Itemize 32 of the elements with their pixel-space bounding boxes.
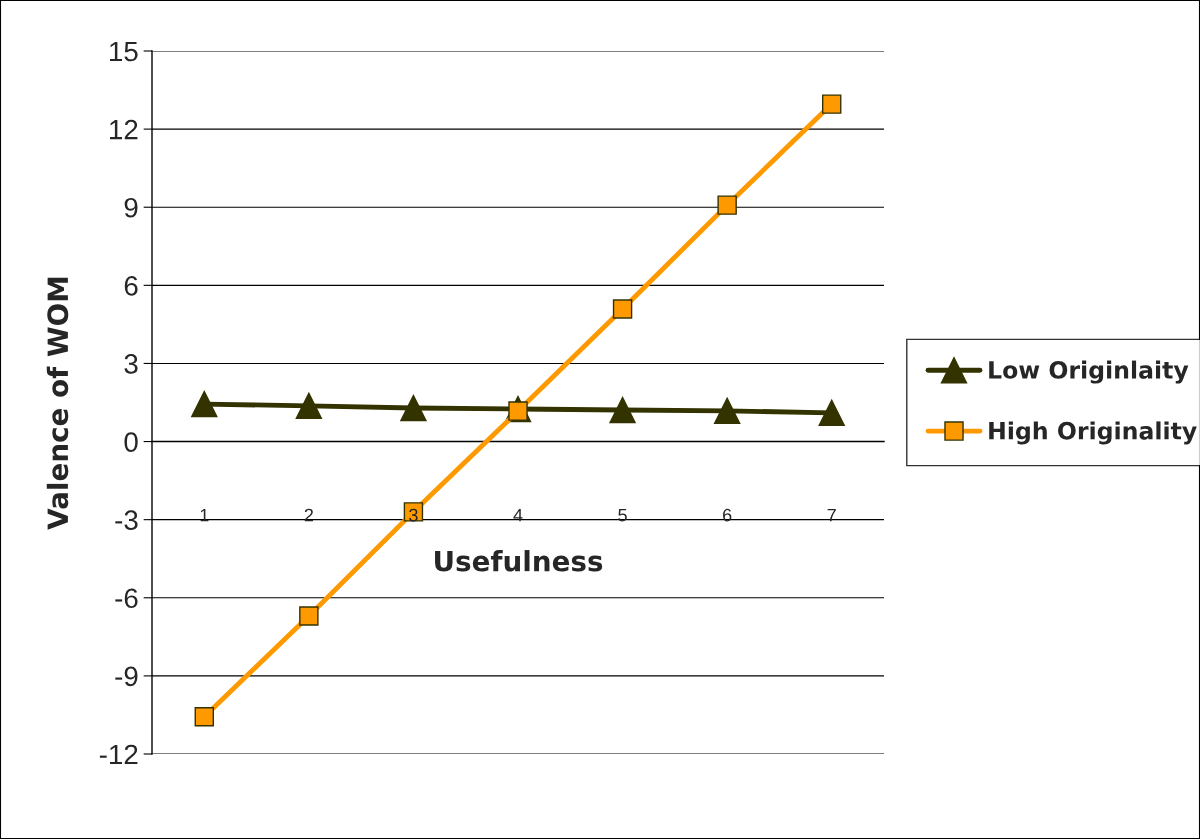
point: [612, 299, 633, 319]
point: [821, 94, 842, 114]
point: [400, 394, 427, 422]
y-tick-label: 0: [124, 432, 138, 452]
point: [191, 390, 218, 418]
point: [609, 396, 636, 424]
x-tick-label: 2: [304, 508, 313, 522]
point: [717, 195, 737, 215]
x-tick-label: 7: [827, 508, 836, 522]
y-axis-title: Valence of WOM: [46, 277, 69, 530]
legend-label: Low Originlaity: [989, 360, 1189, 384]
y-tick-label: -12: [99, 744, 138, 765]
legend-label: High Originality: [989, 421, 1197, 445]
point: [299, 606, 319, 626]
y-tick-label: 6: [124, 276, 138, 296]
x-axis-title: Usefulness: [435, 550, 603, 572]
x-tick-label: 5: [618, 508, 627, 522]
y-tick-label: 3: [124, 354, 138, 374]
point: [295, 392, 323, 420]
y-tick-label: -6: [115, 588, 138, 609]
y-tick-label: -3: [115, 510, 138, 531]
x-tick-label: 3: [409, 508, 418, 522]
point: [194, 707, 215, 727]
x-tick-label: 4: [513, 508, 523, 522]
y-tick-label: 9: [124, 197, 138, 218]
x-tick-label: 6: [723, 508, 732, 522]
y-tick-label: 15: [110, 41, 138, 62]
y-tick-label: 12: [110, 119, 138, 140]
point: [713, 397, 741, 425]
y-tick-label: -9: [115, 666, 138, 687]
point: [818, 399, 845, 427]
x-tick-label: 1: [200, 508, 209, 522]
